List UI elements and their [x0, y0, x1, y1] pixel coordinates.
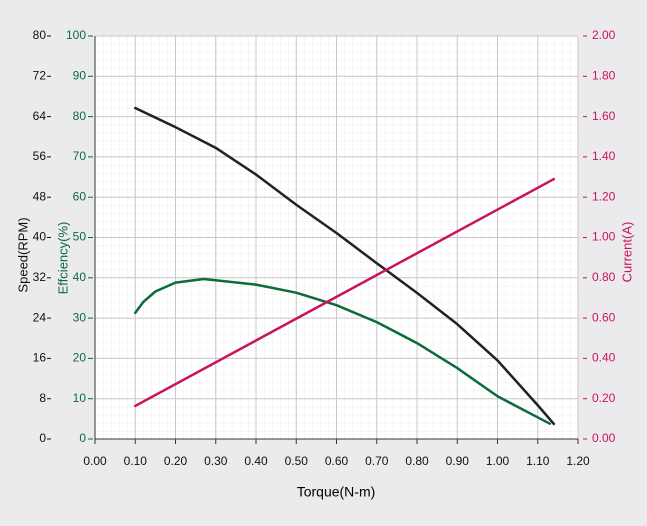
- y2-tick-label: 30: [73, 310, 87, 324]
- y3-tick-label: 1.00: [592, 230, 616, 244]
- y3-tick-label: 0.80: [592, 270, 616, 284]
- x-tick-label: 1.20: [566, 454, 590, 468]
- y3-tick-label: 1.60: [592, 109, 616, 123]
- y2-tick-label: 70: [73, 149, 87, 163]
- y3-tick-label: 0.00: [592, 431, 616, 445]
- y3-tick-label: 1.20: [592, 189, 616, 203]
- x-axis-title: Torque(N-m): [297, 484, 376, 500]
- y2-tick-label: 40: [73, 270, 87, 284]
- y2-tick-label: 50: [73, 230, 87, 244]
- y2-tick-label: 100: [66, 28, 86, 42]
- x-tick-label: 1.10: [526, 454, 550, 468]
- y-tick-label: 32: [33, 270, 47, 284]
- x-tick-label: 0.10: [124, 454, 148, 468]
- y3-tick-label: 0.60: [592, 310, 616, 324]
- x-tick-label: 0.30: [204, 454, 228, 468]
- y-tick-label: 72: [33, 68, 47, 82]
- y3-tick-label: 1.80: [592, 68, 616, 82]
- y2-tick-label: 0: [79, 431, 86, 445]
- y-tick-label: 0: [39, 431, 46, 445]
- y-tick-label: 48: [33, 189, 47, 203]
- x-tick-label: 0.60: [325, 454, 349, 468]
- y-tick-label: 64: [33, 109, 47, 123]
- y2-tick-label: 60: [73, 189, 87, 203]
- y2-tick-label: 90: [73, 68, 87, 82]
- y-tick-label: 24: [33, 310, 47, 324]
- y3-tick-label: 0.40: [592, 351, 616, 365]
- x-tick-label: 0.50: [285, 454, 309, 468]
- series-line: [134, 106, 556, 426]
- series-line: [134, 277, 552, 425]
- y2-tick-label: 20: [73, 351, 87, 365]
- y-tick-label: 8: [39, 391, 46, 405]
- y-axis-title: Speed(RPM): [15, 217, 30, 292]
- x-tick-label: 0.70: [365, 454, 389, 468]
- y-tick-label: 80: [33, 28, 47, 42]
- x-tick-label: 0.80: [405, 454, 429, 468]
- y3-axis-title: Current(A): [619, 222, 634, 283]
- y2-axis-title: Effciency(%): [55, 222, 70, 295]
- y2-tick-label: 80: [73, 109, 87, 123]
- x-tick-label: 0.20: [164, 454, 188, 468]
- y3-tick-label: 2.00: [592, 28, 616, 42]
- y-tick-label: 16: [33, 351, 47, 365]
- y2-tick-label: 10: [73, 391, 87, 405]
- y-tick-label: 40: [33, 230, 47, 244]
- x-tick-label: 0.40: [244, 454, 268, 468]
- series-line: [134, 177, 556, 408]
- x-tick-label: 0.00: [83, 454, 107, 468]
- y3-tick-label: 1.40: [592, 149, 616, 163]
- x-tick-label: 1.00: [486, 454, 510, 468]
- y3-tick-label: 0.20: [592, 391, 616, 405]
- y-tick-label: 56: [33, 149, 47, 163]
- x-tick-label: 0.90: [446, 454, 470, 468]
